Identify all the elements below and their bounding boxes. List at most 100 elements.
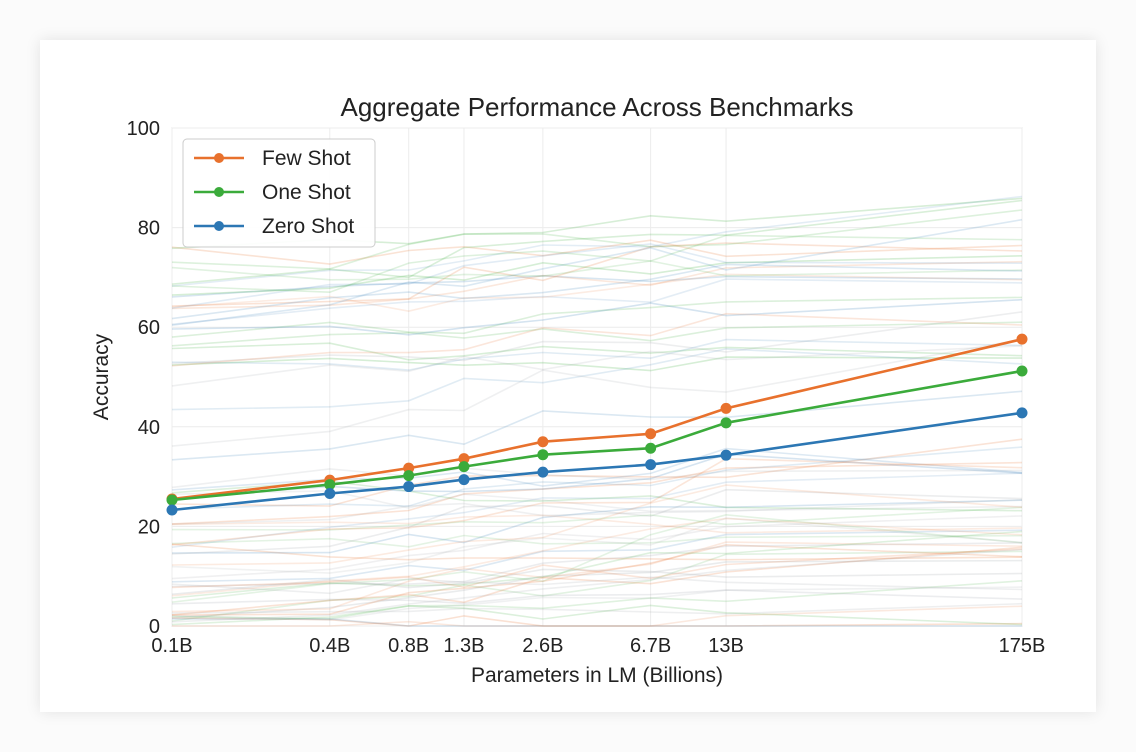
- x-tick-label: 0.4B: [309, 635, 350, 657]
- background-line: [171, 472, 1023, 548]
- background-line: [171, 338, 1023, 371]
- legend-marker: [214, 187, 224, 197]
- legend-box: [182, 138, 376, 248]
- x-tick-label: 0.1B: [151, 635, 192, 657]
- background-line: [171, 541, 1023, 613]
- background-line: [171, 338, 1023, 447]
- background-line: [171, 239, 1023, 265]
- background-line: [171, 446, 1023, 510]
- grid: [171, 127, 1023, 627]
- data-point: [324, 479, 336, 491]
- background-line: [171, 499, 1023, 525]
- background-line: [171, 543, 1023, 561]
- background-line: [171, 548, 1023, 589]
- series-one-shot: [166, 365, 1028, 506]
- background-line: [171, 453, 1023, 500]
- series-line: [171, 411, 1023, 512]
- y-tick-label: 20: [138, 516, 160, 538]
- legend-marker: [214, 221, 224, 231]
- background-line: [171, 348, 1023, 411]
- background-line: [171, 534, 1023, 548]
- background-line: [171, 195, 1023, 287]
- background-line: [171, 506, 1023, 531]
- x-tick-label: 0.8B: [388, 635, 429, 657]
- background-line: [171, 199, 1023, 285]
- background-line: [172, 605, 1023, 627]
- background-line: [171, 209, 1023, 270]
- y-tick-label: 80: [138, 218, 160, 240]
- background-line: [171, 218, 1023, 326]
- data-point: [1016, 333, 1028, 345]
- background-line: [171, 542, 1023, 588]
- background-line: [171, 548, 1023, 623]
- legend-item-one-shot: One Shot: [194, 181, 351, 204]
- background-line: [171, 345, 1023, 387]
- y-tick-label: 0: [149, 616, 160, 638]
- legend-item-few-shot: Few Shot: [194, 147, 351, 170]
- y-tick-label: 60: [138, 317, 160, 339]
- legend-label: Few Shot: [262, 147, 351, 170]
- background-line: [171, 513, 1023, 603]
- data-point: [537, 436, 549, 448]
- background-line: [171, 602, 1023, 615]
- background-line: [171, 260, 1023, 310]
- background-line: [171, 255, 1023, 296]
- background-line: [171, 488, 1023, 555]
- data-point: [166, 494, 178, 506]
- background-line: [171, 234, 1023, 294]
- data-point: [324, 488, 336, 500]
- background-line: [171, 515, 1023, 580]
- background-line: [171, 273, 1023, 313]
- background-benchmark-lines: [171, 195, 1023, 627]
- y-tick-label: 40: [138, 417, 160, 439]
- background-line: [171, 586, 1023, 621]
- background-line: [171, 298, 1023, 336]
- legend-label: Zero Shot: [262, 215, 354, 238]
- background-line: [171, 517, 1023, 574]
- background-line: [171, 514, 1023, 534]
- series-line: [171, 369, 1023, 502]
- background-line: [171, 296, 1023, 338]
- data-point: [1016, 365, 1028, 377]
- legend-item-zero-shot: Zero Shot: [194, 215, 354, 238]
- background-line: [171, 604, 1023, 626]
- background-line: [171, 484, 1023, 566]
- background-line: [171, 550, 1023, 622]
- background-line: [171, 467, 1023, 489]
- data-point: [458, 474, 470, 486]
- background-line: [171, 311, 1023, 365]
- data-point: [645, 442, 657, 454]
- background-line: [171, 342, 1023, 361]
- background-line: [171, 457, 1023, 546]
- background-line: [171, 559, 1023, 619]
- x-tick-label: 2.6B: [522, 635, 563, 657]
- data-point: [645, 428, 657, 440]
- legend: Few Shot One Shot Zero Shot: [182, 138, 376, 248]
- series-zero-shot: [166, 407, 1028, 516]
- background-line: [172, 618, 1022, 627]
- background-line: [171, 499, 1023, 554]
- data-point: [403, 470, 415, 482]
- background-line: [171, 543, 1023, 616]
- legend-marker: [214, 153, 224, 163]
- background-line: [171, 242, 1023, 307]
- x-tick-label: 175B: [999, 635, 1046, 657]
- data-point: [537, 449, 549, 461]
- y-axis-label: Accuracy: [90, 333, 113, 420]
- chart-title: Aggregate Performance Across Benchmarks: [340, 92, 853, 122]
- data-point: [1016, 407, 1028, 419]
- legend-label: One Shot: [262, 181, 351, 204]
- series-few-shot: [166, 333, 1028, 505]
- x-tick-label: 1.3B: [443, 635, 484, 657]
- background-line: [171, 312, 1023, 367]
- data-point: [720, 402, 732, 414]
- background-line: [171, 278, 1023, 326]
- background-line: [171, 390, 1023, 461]
- tick-labels: 0.1B 0.4B 0.8B 1.3B 2.6B 6.7B 13B 175B 0 20 40 60 80…: [127, 118, 1046, 657]
- data-point: [645, 459, 657, 471]
- x-tick-label: 6.7B: [630, 635, 671, 657]
- background-line: [171, 576, 1023, 595]
- background-line: [171, 615, 1023, 627]
- x-tick-label: 13B: [708, 635, 744, 657]
